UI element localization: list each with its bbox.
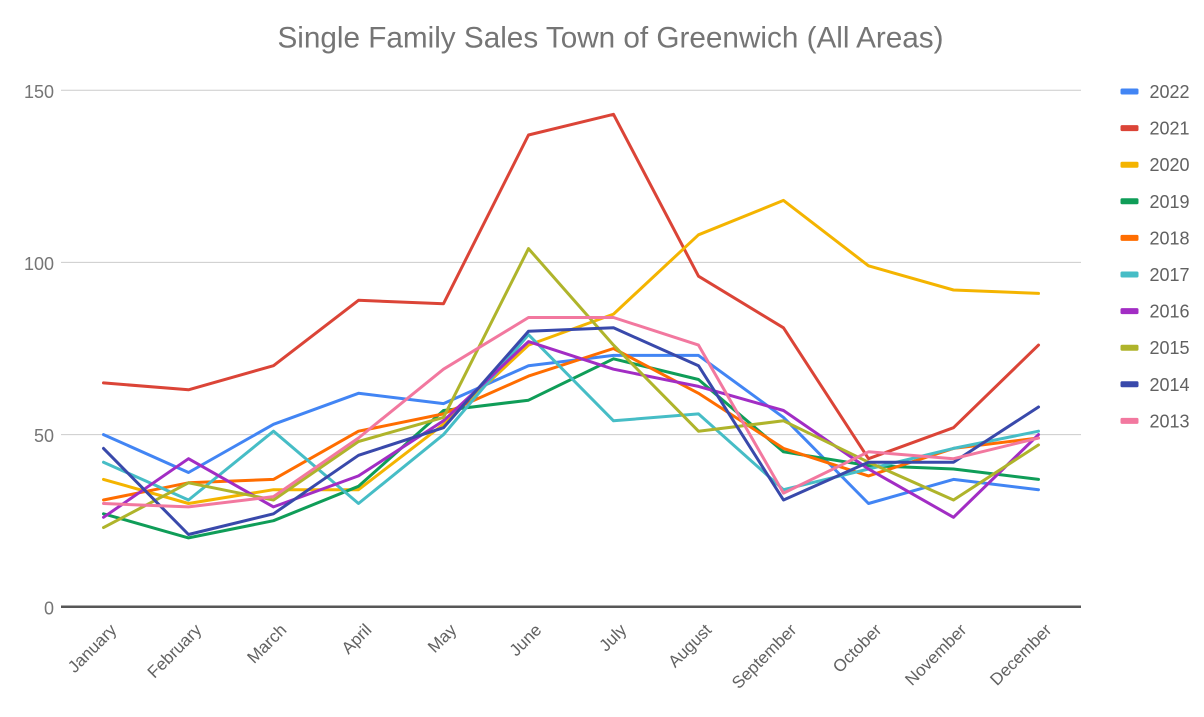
svg-text:Single Family Sales Town of Gr: Single Family Sales Town of Greenwich (A…	[277, 22, 943, 55]
svg-text:2022: 2022	[1150, 82, 1190, 102]
svg-text:2015: 2015	[1150, 338, 1190, 358]
svg-text:2016: 2016	[1150, 302, 1190, 322]
svg-text:100: 100	[24, 254, 54, 274]
svg-text:2019: 2019	[1150, 192, 1190, 212]
svg-text:2021: 2021	[1150, 119, 1190, 139]
svg-text:2013: 2013	[1150, 411, 1190, 431]
svg-text:2020: 2020	[1150, 155, 1190, 175]
svg-text:2014: 2014	[1150, 375, 1190, 395]
svg-text:50: 50	[34, 426, 54, 446]
svg-text:2018: 2018	[1150, 228, 1190, 248]
svg-text:150: 150	[24, 82, 54, 102]
svg-text:2017: 2017	[1150, 265, 1190, 285]
svg-text:0: 0	[44, 598, 54, 618]
